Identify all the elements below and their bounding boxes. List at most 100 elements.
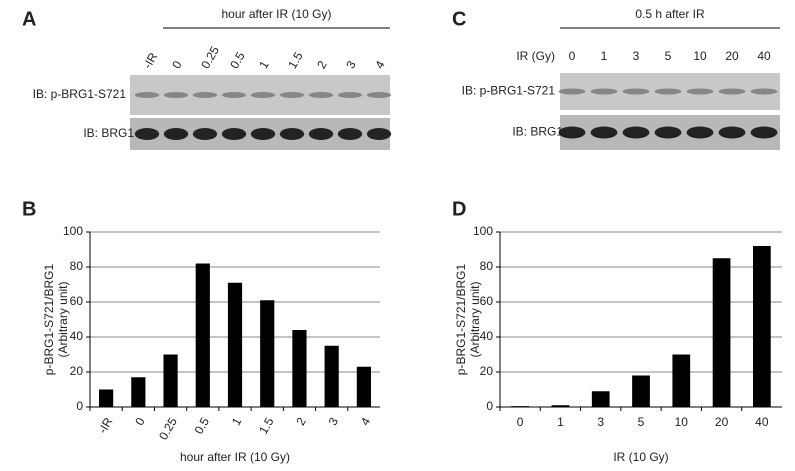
y-tick-label: 40	[480, 329, 494, 343]
band	[250, 92, 276, 98]
lane-label: 0.25	[198, 44, 222, 72]
band	[163, 92, 189, 98]
x-tick-label: 0.5	[192, 415, 213, 437]
x-tick-label: 3	[326, 415, 342, 428]
band	[134, 92, 160, 98]
x-tick-label: 10	[675, 415, 689, 429]
x-tick-label: 5	[638, 415, 645, 429]
x-tick-label: 0	[132, 415, 148, 428]
band	[250, 128, 276, 140]
bar	[356, 366, 371, 407]
y-tick-label: 0	[486, 399, 493, 413]
band	[622, 88, 650, 95]
band	[279, 92, 305, 98]
bar	[551, 405, 570, 407]
x-tick-label: 1	[229, 415, 245, 428]
bar	[227, 282, 243, 407]
panel-letter: D	[452, 198, 466, 220]
band	[308, 128, 334, 140]
lane-label: 1	[601, 49, 608, 63]
lane-label: 2	[314, 58, 330, 71]
band	[366, 128, 392, 140]
band	[686, 88, 714, 95]
panel-letter: C	[452, 8, 466, 30]
y-axis-title: p-BRG1-S721/BRG1	[42, 263, 56, 375]
lane-label: 20	[725, 49, 739, 63]
lane-label: 0	[569, 49, 576, 63]
lane-label: 3	[633, 49, 640, 63]
band	[590, 126, 618, 139]
y-tick-label: 100	[63, 224, 83, 238]
bar	[195, 263, 210, 407]
x-tick-label: 2	[293, 415, 309, 428]
bar	[672, 354, 691, 407]
x-axis-title: hour after IR (10 Gy)	[180, 450, 290, 464]
band	[654, 126, 682, 139]
blot-label: IB: p-BRG1-S721	[462, 84, 556, 98]
lane-label: 5	[665, 49, 672, 63]
bar	[292, 330, 307, 407]
bar	[131, 377, 146, 407]
bar	[99, 389, 114, 407]
y-tick-label: 60	[70, 294, 84, 308]
band	[337, 128, 363, 140]
band	[337, 92, 363, 98]
y-tick-label: 100	[473, 224, 493, 238]
band	[686, 126, 714, 139]
band	[192, 128, 218, 140]
y-tick-label: 20	[480, 364, 494, 378]
band	[279, 128, 305, 140]
x-tick-label: 0.25	[156, 415, 180, 443]
band	[622, 126, 650, 139]
lane-label: 40	[757, 49, 771, 63]
x-tick-label: 3	[597, 415, 604, 429]
x-tick-label: 1.5	[256, 415, 277, 437]
bar	[511, 406, 530, 407]
x-tick-label: 0	[517, 415, 524, 429]
lane-label: 1.5	[285, 49, 306, 71]
lane-label: -IR	[140, 50, 160, 71]
band	[558, 126, 586, 139]
lane-label: 10	[693, 49, 707, 63]
y-tick-label: 20	[70, 364, 84, 378]
bar	[712, 258, 731, 407]
bar	[752, 246, 771, 407]
band	[590, 88, 618, 95]
bar	[324, 345, 339, 407]
y-tick-label: 0	[76, 399, 83, 413]
lane-title: IR (Gy)	[516, 49, 555, 63]
y-tick-label: 60	[480, 294, 494, 308]
band	[750, 88, 778, 95]
x-tick-label: -IR	[95, 415, 115, 436]
x-axis-title: IR (10 Gy)	[613, 450, 668, 464]
bar	[163, 354, 178, 407]
x-tick-label: 4	[358, 415, 374, 428]
lane-label: 4	[372, 58, 388, 71]
blot-label: IB: BRG1	[83, 126, 134, 140]
band	[163, 128, 189, 140]
y-axis-title: p-BRG1-S721/BRG1	[454, 263, 468, 375]
band	[221, 128, 247, 140]
band	[221, 92, 247, 98]
y-axis-title: (Arbitrary unit)	[468, 281, 482, 357]
bar	[260, 300, 275, 407]
bar	[591, 391, 610, 407]
panel-letter: A	[22, 8, 36, 30]
band	[750, 126, 778, 139]
band	[558, 88, 586, 95]
x-tick-label: 40	[755, 415, 769, 429]
band	[718, 88, 746, 95]
lane-label: 3	[343, 58, 359, 71]
y-tick-label: 40	[70, 329, 84, 343]
header: 0.5 h after IR	[635, 7, 705, 21]
x-tick-label: 20	[715, 415, 729, 429]
y-tick-label: 80	[480, 259, 494, 273]
header: hour after IR (10 Gy)	[221, 7, 331, 21]
band	[366, 92, 392, 98]
x-tick-label: 1	[557, 415, 564, 429]
y-axis-title: (Arbitrary unit)	[56, 281, 70, 357]
band	[654, 88, 682, 95]
band	[192, 92, 218, 98]
lane-label: 0.5	[227, 49, 248, 71]
